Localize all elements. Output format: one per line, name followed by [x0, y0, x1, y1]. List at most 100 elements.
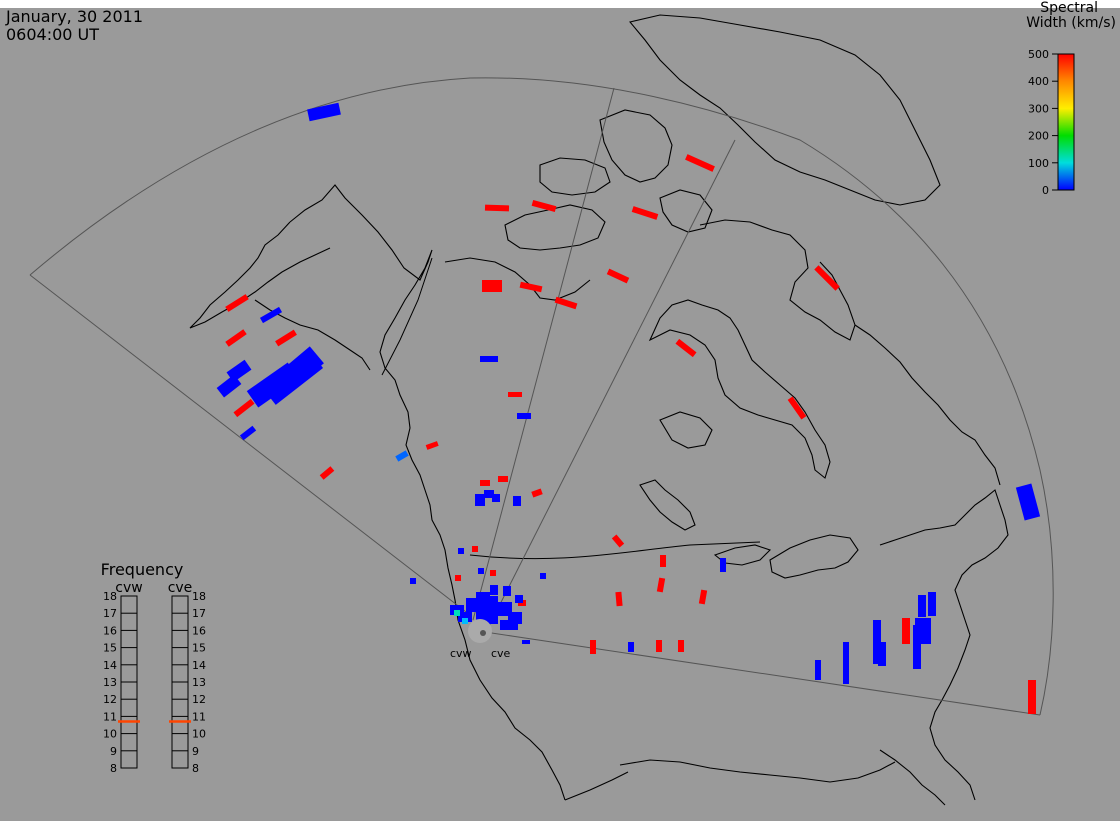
- echo: [590, 640, 596, 654]
- echo: [307, 102, 341, 122]
- coast-mexico: [564, 771, 629, 801]
- colorbar-tick-label: 400: [1028, 75, 1049, 88]
- echo: [1015, 483, 1041, 521]
- frequency-tick-label: 18: [192, 590, 206, 603]
- coast-arctic-4: [599, 109, 673, 183]
- frequency-tick-label: 12: [192, 693, 206, 706]
- echo: [458, 612, 472, 622]
- echo: [878, 642, 886, 666]
- coast-baffin: [699, 219, 856, 341]
- echo: [275, 329, 297, 347]
- echo: [606, 268, 630, 284]
- mid-width-echoes: [395, 450, 468, 624]
- echo: [685, 154, 715, 172]
- colorbar-title-line1: Spectral: [1040, 0, 1098, 16]
- echo: [631, 206, 659, 220]
- echo: [500, 620, 518, 630]
- colorbar-ticks: 500 400 300 200 100 0: [1028, 48, 1058, 197]
- frequency-tick-label: 16: [192, 624, 206, 637]
- frequency-tick-label: 13: [103, 676, 117, 689]
- colorbar-tick-label: 0: [1042, 184, 1049, 197]
- coast-southampton: [659, 411, 713, 449]
- coast-gulf: [619, 759, 896, 783]
- echo: [517, 413, 531, 419]
- top-strip: [0, 0, 1120, 8]
- echo: [611, 534, 625, 548]
- echo: [531, 199, 557, 213]
- frequency-tick-label: 8: [192, 762, 199, 775]
- frequency-tick-label: 9: [110, 745, 117, 758]
- radar-fov: [29, 77, 1054, 716]
- echo: [454, 610, 460, 616]
- coast-lake-superior: [713, 544, 772, 566]
- radar-site-marker: [468, 619, 492, 643]
- coast-alaska-peninsula: [189, 221, 331, 329]
- echo: [455, 575, 461, 581]
- colorbar-tick-label: 200: [1028, 130, 1049, 143]
- frequency-tick-label: 13: [192, 676, 206, 689]
- echo: [675, 338, 697, 358]
- echo: [554, 296, 578, 310]
- echo: [519, 281, 543, 293]
- borders: [381, 257, 761, 560]
- colorbar-title-line2: Width (km/s): [1026, 15, 1116, 31]
- fov-beam-2: [487, 139, 736, 629]
- frequency-tick-label: 15: [192, 642, 206, 655]
- border-alaska-canada: [381, 257, 433, 376]
- frequency-tick-label: 14: [192, 659, 206, 672]
- echo: [216, 374, 242, 398]
- coast-arctic-3: [539, 157, 611, 196]
- echo: [508, 392, 522, 397]
- echo: [787, 396, 807, 420]
- echo: [480, 356, 498, 362]
- echo: [478, 568, 484, 574]
- echo: [225, 294, 249, 312]
- date-label: January, 30 2011: [5, 7, 143, 26]
- frequency-tick-label: 17: [103, 607, 117, 620]
- echo: [873, 620, 881, 664]
- colorbar-tick-label: 300: [1028, 102, 1049, 115]
- echo: [490, 570, 496, 576]
- echo: [492, 494, 500, 502]
- low-width-echoes: [216, 102, 1041, 684]
- coast-labrador: [854, 324, 1001, 486]
- radar-site-center: [480, 630, 486, 636]
- echo: [902, 618, 910, 644]
- coast-east: [879, 489, 1009, 801]
- frequency-tick-label: 17: [192, 607, 206, 620]
- echo: [531, 488, 543, 498]
- echo: [472, 546, 478, 552]
- coast-hudson-bay: [648, 299, 831, 479]
- high-width-echoes: [225, 154, 1036, 714]
- echo: [425, 441, 439, 450]
- coastlines: [189, 14, 1009, 806]
- coast-florida: [879, 749, 946, 806]
- coast-alaska: [289, 184, 566, 801]
- echo: [522, 640, 530, 644]
- echo: [660, 555, 666, 567]
- time-label: 0604:00 UT: [6, 25, 99, 44]
- frequency-tick-label: 11: [103, 710, 117, 723]
- echo: [615, 591, 623, 607]
- fov-beam-1: [472, 87, 615, 621]
- echo: [490, 585, 498, 595]
- frequency-radar-name: cvw: [115, 580, 142, 596]
- frequency-tick-label: 10: [103, 728, 117, 741]
- radar-label-west: cvw: [450, 647, 472, 660]
- colorbar-gradient: [1057, 53, 1075, 191]
- frequency-tick-label: 18: [103, 590, 117, 603]
- coast-great-lakes: [769, 534, 859, 579]
- echo: [476, 592, 490, 622]
- fov-outer-arc: [29, 77, 1054, 716]
- frequency-title: Frequency: [101, 560, 184, 579]
- frequency-tick-label: 8: [110, 762, 117, 775]
- echo: [276, 346, 324, 392]
- coast-arctic-5: [659, 189, 713, 233]
- echo: [233, 398, 255, 418]
- frequency-tick-label: 14: [103, 659, 117, 672]
- colorbar-tick-label: 100: [1028, 157, 1049, 170]
- fov-east-edge: [484, 631, 1041, 716]
- echo: [513, 496, 521, 506]
